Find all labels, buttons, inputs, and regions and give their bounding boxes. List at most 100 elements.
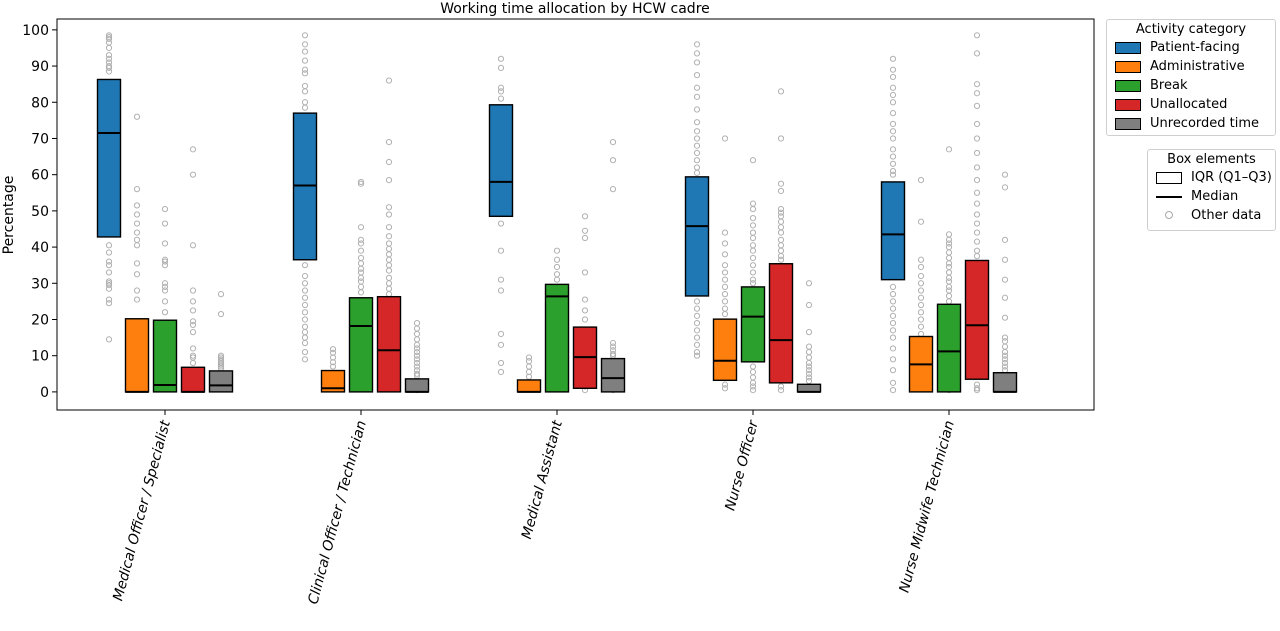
outlier-point [609,157,617,164]
y-tick-label: 60 [31,168,49,184]
legend-label-iqr: IQR (Q1–Q3) [1191,170,1272,185]
outlier-point [301,104,309,111]
outlier-point [749,363,757,370]
legend-item-median: Median [1148,187,1275,206]
outlier-point [105,300,113,307]
outlier-point [301,356,309,363]
outlier-point [1001,343,1009,350]
legend-item-other-data: Other data [1148,206,1275,225]
outlier-point [413,325,421,332]
outlier-point [385,138,393,146]
outlier-point [105,262,113,269]
outlier-point [889,146,897,153]
outlier-point [385,285,393,292]
outlier-point [945,298,953,305]
outlier-point [693,312,701,319]
outlier-point [189,287,197,294]
axes-frame [56,18,1095,411]
outlier-point [749,234,757,242]
outlier-point [301,48,309,55]
outlier-point [721,251,729,258]
outlier-point [413,341,421,348]
box-iqr [992,372,1018,393]
outlier-point [777,236,785,243]
outlier-point [609,350,617,357]
outlier-point [581,234,589,242]
outlier-point [161,220,169,227]
outlier-point [1001,338,1009,345]
outlier-point [301,66,309,73]
outlier-point [1001,276,1009,283]
outlier-point [749,269,757,276]
box-iqr [600,357,626,393]
outlier-point [385,262,393,269]
outlier-point [889,153,897,160]
outlier-point [889,327,897,334]
outlier-point [189,146,197,153]
outlier-point [805,354,813,361]
outlier-point [721,269,729,276]
box-iqr [488,104,514,218]
outlier-point [945,231,953,238]
outlier-point [973,164,981,171]
outlier-point [105,258,113,265]
outlier-point [777,386,785,394]
outlier-point [497,84,505,91]
other-data-swatch [1156,208,1182,223]
outlier-point [161,298,169,305]
outlier-point [497,287,505,294]
activity-legend-title: Activity category [1135,22,1247,37]
outlier-point [749,205,757,213]
outlier-point [973,189,981,196]
outlier-point [973,200,981,207]
outlier-point [973,120,981,128]
outlier-point [889,120,897,128]
outlier-point [581,227,589,234]
outlier-point [917,309,925,316]
legend-swatch [1115,79,1141,92]
outlier-point [497,341,505,348]
outlier-point [721,385,729,392]
outlier-point [889,291,897,298]
outlier-point [105,281,113,289]
y-axis-ticks: 0 10 20 30 40 50 60 70 80 90 100 [22,23,57,401]
outlier-point [385,240,393,247]
outlier-point [1001,334,1009,341]
outlier-point [357,178,365,186]
outlier-point [945,249,953,256]
y-tick-label: 10 [31,349,49,365]
outlier-point [189,352,197,359]
outlier-point [133,236,141,243]
outlier-point [385,245,393,252]
outlier-point [945,287,953,294]
outlier-point [693,327,701,334]
outlier-point [721,305,729,312]
outlier-point [133,186,141,193]
outlier-point [553,263,561,271]
outlier-point [553,247,561,254]
outlier-point [917,263,925,271]
y-tick-label: 0 [40,385,49,401]
outlier-point [161,283,169,291]
box-iqr [320,369,346,393]
outlier-point [693,106,701,113]
outlier-point [1001,367,1009,374]
legend-label: Unrecorded time [1150,116,1260,131]
outlier-point [497,55,505,62]
outlier-point [357,180,365,187]
outlier-point [749,262,757,269]
outlier-point [301,334,309,341]
outlier-point [917,301,925,309]
x-tick-label: Clinical Officer / Technician [305,419,369,606]
outlier-point [805,343,813,350]
outlier-point [217,310,225,318]
outlier-point [917,294,925,301]
outlier-point [105,296,113,303]
outlier-point [413,320,421,327]
box-iqr [544,283,570,393]
box-iqr [348,297,374,393]
boxes [96,78,1018,393]
outlier-point [189,171,197,178]
outlier-point [385,204,393,211]
outlier-point [973,149,981,157]
